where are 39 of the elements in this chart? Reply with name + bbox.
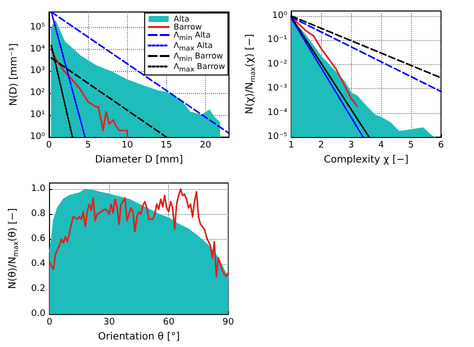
x-tick-label: 5 [85, 140, 91, 151]
y-tick-label: 0.2 [31, 284, 46, 294]
x-tick-label: 30 [103, 318, 116, 328]
x-tick-label: 60 [162, 318, 175, 328]
y-tick-label: 0.8 [31, 209, 46, 220]
x-tick-label: 0 [46, 318, 53, 328]
x-tick-label: 20 [200, 140, 212, 151]
y-tick-label: 0.0 [31, 309, 46, 320]
y-tick-label: 1.0 [31, 184, 46, 194]
y-tick-label: 10⁻¹ [267, 35, 288, 46]
y-tick-label: 10⁴ [30, 44, 46, 54]
y-tick-label: 10¹ [30, 110, 46, 120]
legend-label: Alta [174, 14, 190, 24]
y-tick-label: 10⁻³ [267, 84, 288, 94]
x-tick-label: 3 [348, 140, 354, 151]
legend-label: Barrow [174, 22, 202, 32]
x-axis-title: Complexity χ [−] [324, 154, 409, 166]
y-tick-label: 10³ [30, 66, 46, 76]
x-tick-label: 5 [408, 140, 414, 151]
y-tick-label: 0.6 [31, 234, 46, 244]
y-tick-label: 0.4 [31, 259, 46, 270]
x-tick-label: 90 [222, 318, 234, 328]
x-tick-label: 1 [288, 140, 294, 151]
y-axis-title: N(D) [mm⁻¹] [8, 43, 20, 106]
x-tick-label: 2 [318, 140, 324, 151]
x-axis-title: Diameter D [mm] [94, 154, 184, 166]
y-tick-label: 10⁰ [30, 132, 46, 142]
x-tick-label: 4 [378, 140, 384, 151]
y-tick-label: 10⁻⁵ [267, 132, 288, 142]
x-axis-title: Orientation θ [°] [98, 332, 180, 342]
x-tick-label: 0 [46, 140, 52, 151]
y-tick-label: 10⁰ [272, 10, 288, 21]
y-tick-label: 10⁻² [267, 59, 288, 70]
x-tick-label: 15 [160, 140, 172, 151]
y-tick-label: 10² [30, 88, 46, 98]
x-tick-label: 6 [438, 140, 444, 151]
x-tick-label: 10 [122, 140, 134, 151]
y-tick-label: 10⁻⁴ [267, 108, 288, 118]
y-tick-label: 10⁵ [30, 22, 46, 32]
